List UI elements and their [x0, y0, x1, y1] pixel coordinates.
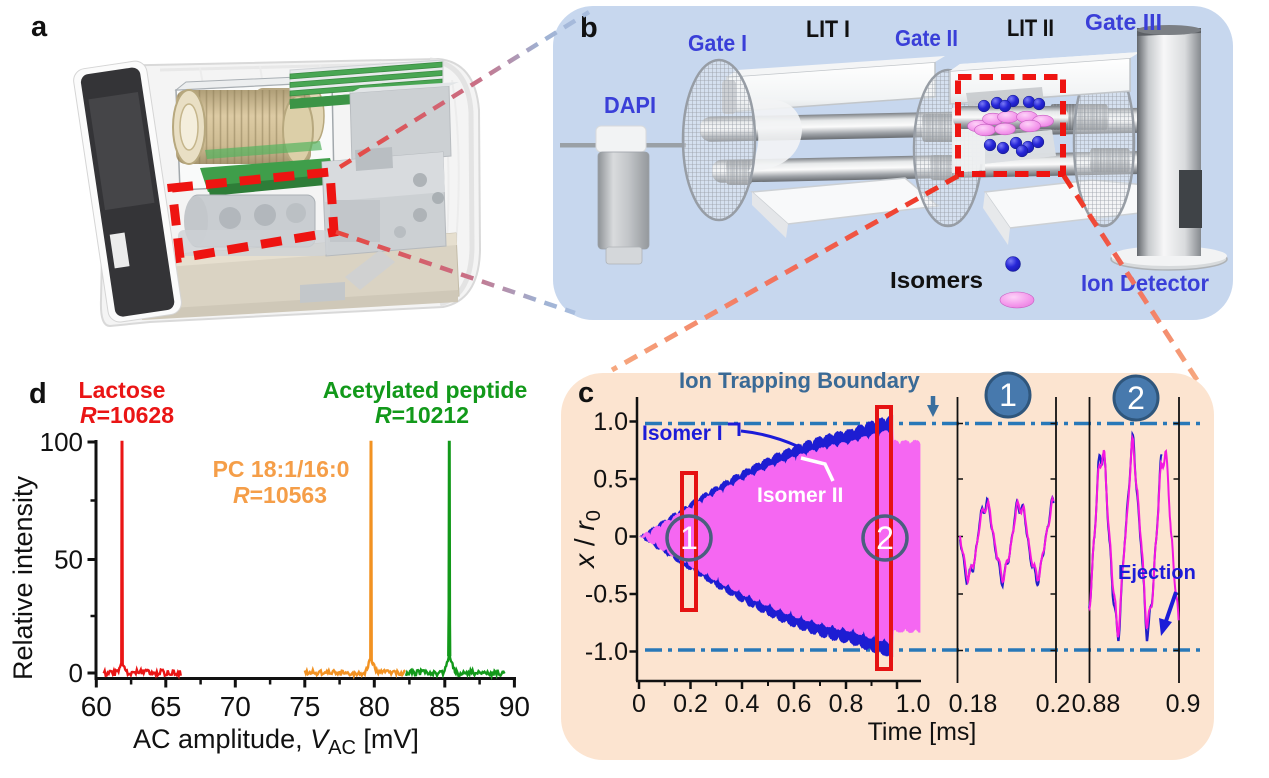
svg-text:Lactose: Lactose: [79, 377, 166, 403]
svg-text:90: 90: [499, 691, 530, 722]
svg-text:Ion Detector: Ion Detector: [1081, 270, 1209, 296]
svg-text:c: c: [578, 377, 594, 409]
svg-text:Gate I: Gate I: [688, 30, 747, 56]
svg-text:Gate II: Gate II: [895, 25, 958, 51]
svg-text:LIT II: LIT II: [1007, 15, 1054, 42]
svg-text:R=10563: R=10563: [233, 482, 327, 508]
svg-text:2: 2: [876, 520, 894, 556]
svg-text:60: 60: [81, 691, 112, 722]
svg-text:a: a: [31, 11, 48, 43]
svg-text:0.5: 0.5: [593, 466, 628, 494]
svg-text:-1.0: -1.0: [585, 638, 628, 666]
svg-text:Time [ms]: Time [ms]: [868, 718, 977, 746]
svg-text:2: 2: [1127, 380, 1145, 416]
svg-text:Gate III: Gate III: [1085, 9, 1162, 35]
svg-text:0.2: 0.2: [1036, 690, 1071, 718]
svg-text:1: 1: [999, 377, 1017, 413]
svg-text:0: 0: [632, 690, 646, 718]
svg-text:Isomer II: Isomer II: [757, 484, 843, 507]
svg-text:PC 18:1/16:0: PC 18:1/16:0: [213, 456, 350, 482]
svg-text:85: 85: [429, 691, 460, 722]
svg-text:80: 80: [359, 691, 390, 722]
svg-text:Ion Trapping Boundary: Ion Trapping Boundary: [679, 368, 921, 393]
svg-text:50: 50: [54, 545, 83, 575]
svg-text:b: b: [580, 12, 598, 44]
svg-text:0.2: 0.2: [673, 690, 708, 718]
svg-text:Isomer I: Isomer I: [642, 422, 723, 445]
svg-text:DAPI: DAPI: [604, 92, 656, 118]
svg-text:Ejection: Ejection: [1118, 562, 1196, 584]
svg-text:Relative intensity: Relative intensity: [8, 475, 38, 680]
svg-text:Acetylated peptide: Acetylated peptide: [323, 377, 528, 403]
svg-text:0: 0: [69, 658, 83, 688]
svg-text:R=10212: R=10212: [375, 402, 469, 428]
svg-text:0.88: 0.88: [1072, 690, 1121, 718]
svg-text:70: 70: [220, 691, 251, 722]
svg-text:0.6: 0.6: [777, 690, 812, 718]
svg-text:0.8: 0.8: [829, 690, 864, 718]
svg-text:1.0: 1.0: [896, 690, 931, 718]
svg-text:d: d: [29, 378, 47, 410]
svg-text:1.0: 1.0: [593, 408, 628, 436]
svg-text:R=10628: R=10628: [80, 402, 174, 428]
svg-text:0.4: 0.4: [725, 690, 760, 718]
svg-text:Isomers: Isomers: [890, 267, 983, 293]
svg-text:0.18: 0.18: [949, 690, 998, 718]
svg-text:0: 0: [614, 523, 628, 551]
svg-text:1: 1: [680, 520, 698, 556]
svg-text:0.9: 0.9: [1166, 690, 1201, 718]
svg-text:75: 75: [289, 691, 320, 722]
svg-text:AC amplitude, VAC [mV]: AC amplitude, VAC [mV]: [133, 724, 419, 759]
svg-text:LIT I: LIT I: [806, 16, 850, 43]
svg-text:100: 100: [40, 427, 83, 457]
svg-text:-0.5: -0.5: [585, 581, 628, 609]
svg-text:65: 65: [150, 691, 181, 722]
